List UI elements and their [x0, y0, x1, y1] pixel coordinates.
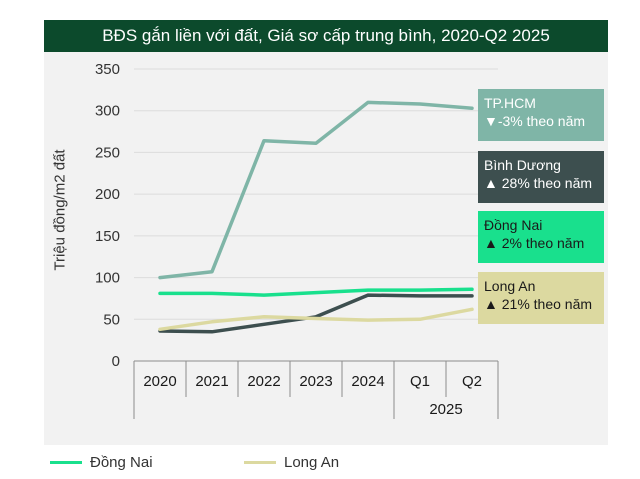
x-tick-label: 2022 — [247, 373, 280, 390]
series-line-tp-hcm — [158, 100, 474, 280]
legend-swatch-long-an — [244, 460, 276, 464]
x-tick-label: Q1 — [410, 373, 430, 390]
callout-binh-duong: Bình Dương ▲ 28% theo năm — [478, 151, 604, 203]
series-line-b-nh-d-ng — [158, 293, 474, 334]
callout-dong-nai-name: Đồng Nai — [484, 217, 543, 233]
legend-swatch-dong-nai — [50, 460, 82, 464]
y-tick-label: 0 — [112, 353, 120, 370]
callout-dong-nai-change: ▲ 2% theo năm — [484, 235, 585, 251]
x-group-label: 2025 — [429, 401, 462, 418]
x-tick-label: 2024 — [351, 373, 384, 390]
callout-tphcm: TP.HCM ▼-3% theo năm — [478, 89, 604, 141]
callout-dong-nai: Đồng Nai ▲ 2% theo năm — [478, 211, 604, 263]
callout-long-an-change: ▲ 21% theo năm — [484, 296, 593, 312]
y-tick-label: 300 — [95, 103, 120, 120]
series-line--ng-nai — [158, 287, 474, 297]
legend-item-long-an: Long An — [244, 452, 339, 472]
x-tick-label: Q2 — [462, 373, 482, 390]
legend-item-dong-nai: Đồng Nai — [50, 452, 153, 472]
legend-label-dong-nai: Đồng Nai — [90, 453, 153, 471]
x-tick-label: 2021 — [195, 373, 228, 390]
y-tick-label: 250 — [95, 144, 120, 161]
y-tick-label: 200 — [95, 186, 120, 203]
callout-binh-duong-change: ▲ 28% theo năm — [484, 175, 593, 191]
y-tick-label: 150 — [95, 228, 120, 245]
y-tick-label: 350 — [95, 61, 120, 78]
callout-binh-duong-name: Bình Dương — [484, 157, 561, 173]
callout-long-an: Long An ▲ 21% theo năm — [478, 272, 604, 324]
callout-long-an-name: Long An — [484, 278, 536, 294]
y-axis-label-text: Triệu đồng/m2 đất — [51, 149, 69, 271]
chart-title-text: BĐS gắn liền với đất, Giá sơ cấp trung b… — [102, 26, 550, 45]
x-tick-label: 2023 — [299, 373, 332, 390]
callout-tphcm-change: ▼-3% theo năm — [484, 113, 586, 129]
y-tick-label: 100 — [95, 270, 120, 287]
x-tick-label: 2020 — [143, 373, 176, 390]
callout-tphcm-name: TP.HCM — [484, 95, 536, 111]
chart-title: BĐS gắn liền với đất, Giá sơ cấp trung b… — [44, 20, 608, 52]
y-tick-label: 50 — [103, 311, 120, 328]
legend-label-long-an: Long An — [284, 453, 340, 471]
series-line-long-an — [158, 307, 474, 332]
